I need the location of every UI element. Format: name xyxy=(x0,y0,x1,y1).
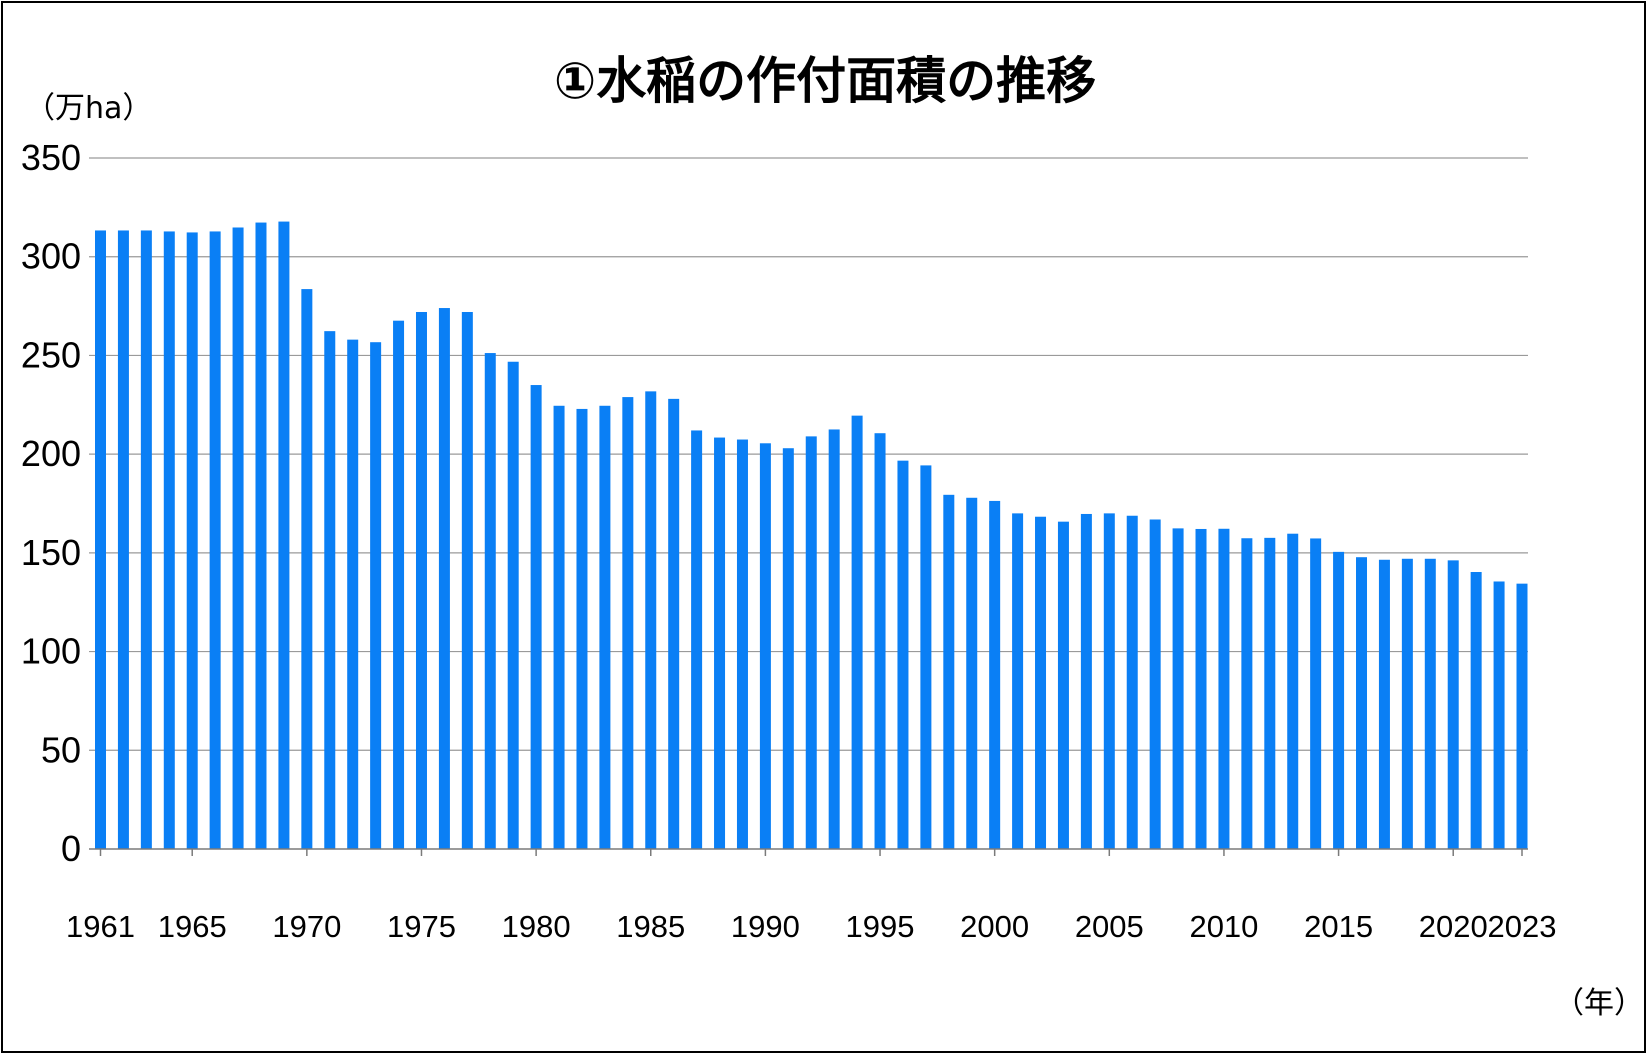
bar-1987 xyxy=(691,430,703,849)
bar-1975 xyxy=(415,311,427,850)
bar-1971 xyxy=(324,331,336,849)
y-tick-label: 0 xyxy=(61,828,81,869)
bar-2015 xyxy=(1333,551,1345,849)
bar-1985 xyxy=(645,391,657,849)
bar-2005 xyxy=(1103,513,1115,849)
y-tick-label: 200 xyxy=(21,433,81,474)
bar-1970 xyxy=(301,289,313,850)
x-axis-unit-label: （年） xyxy=(1554,986,1644,1021)
bar-1966 xyxy=(209,231,221,850)
bar-1969 xyxy=(278,221,290,849)
x-tick-label-1961: 1961 xyxy=(66,909,135,944)
x-tick-label-2005: 2005 xyxy=(1075,909,1144,944)
bar-2009 xyxy=(1195,528,1207,849)
bar-2011 xyxy=(1241,538,1253,849)
y-tick-label: 150 xyxy=(21,532,81,573)
bar-2002 xyxy=(1035,516,1047,849)
bar-2023 xyxy=(1516,583,1528,849)
bar-2016 xyxy=(1356,557,1368,849)
bar-2014 xyxy=(1310,538,1322,849)
bar-1977 xyxy=(461,311,473,850)
bar-1996 xyxy=(897,460,909,849)
x-tick-label-1975: 1975 xyxy=(387,909,456,944)
x-axis xyxy=(89,848,1528,856)
bar-2022 xyxy=(1493,581,1505,849)
bar-1961 xyxy=(95,230,106,849)
x-tick-label-2015: 2015 xyxy=(1304,909,1373,944)
bar-chart: ①水稲の作付面積の推移 （万ha） （年） 0 50 100 150 200 250 300… xyxy=(21,52,1644,1021)
bar-1990 xyxy=(759,443,771,849)
bar-1982 xyxy=(576,408,588,849)
bar-1995 xyxy=(874,433,886,849)
bar-2006 xyxy=(1126,515,1138,849)
bar-2020 xyxy=(1447,560,1459,849)
bar-1979 xyxy=(507,361,519,849)
bar-2017 xyxy=(1378,559,1390,849)
bar-1983 xyxy=(599,405,611,849)
bar-1976 xyxy=(438,308,450,849)
bar-1978 xyxy=(484,353,496,849)
x-tick-label-2000: 2000 xyxy=(960,909,1029,944)
bar-1988 xyxy=(714,437,726,849)
bar-2008 xyxy=(1172,528,1184,849)
y-tick-label: 250 xyxy=(21,334,81,375)
y-tick-label: 50 xyxy=(41,729,81,770)
bar-1998 xyxy=(943,494,955,849)
x-tick-label-2020: 2020 xyxy=(1419,909,1488,944)
x-tick-label-1985: 1985 xyxy=(616,909,685,944)
chart-title: ①水稲の作付面積の推移 xyxy=(554,52,1096,110)
x-tick-label-1990: 1990 xyxy=(731,909,800,944)
x-tick-label-2023: 2023 xyxy=(1488,909,1557,944)
bar-2019 xyxy=(1424,558,1436,849)
bar-1999 xyxy=(966,497,978,849)
x-tick-label-1965: 1965 xyxy=(158,909,227,944)
bar-1964 xyxy=(163,231,175,850)
y-tick-label: 350 xyxy=(21,137,81,178)
x-tick-label-1980: 1980 xyxy=(502,909,571,944)
y-tick-label: 100 xyxy=(21,631,81,672)
bar-2001 xyxy=(1012,513,1024,849)
bar-2012 xyxy=(1264,537,1276,849)
bar-1986 xyxy=(668,398,680,849)
bar-2013 xyxy=(1287,533,1299,849)
bar-2003 xyxy=(1057,521,1069,849)
bars xyxy=(95,221,1528,850)
bar-1963 xyxy=(140,230,152,849)
x-axis-tick-labels: 1961 1965 1970 1975 1980 1985 1990 1995 2000 2005… xyxy=(66,909,1556,944)
bar-1981 xyxy=(553,405,565,849)
bar-2010 xyxy=(1218,528,1230,849)
x-tick-label-2010: 2010 xyxy=(1189,909,1258,944)
bar-1993 xyxy=(828,429,840,849)
bar-1984 xyxy=(622,397,634,849)
bar-1997 xyxy=(920,465,932,849)
x-tick-label-1970: 1970 xyxy=(272,909,341,944)
bar-1991 xyxy=(782,448,794,849)
y-axis-tick-labels: 0 50 100 150 200 250 300 350 xyxy=(21,137,81,869)
bar-1989 xyxy=(736,439,748,849)
bar-1980 xyxy=(530,385,542,849)
bar-1972 xyxy=(347,339,359,849)
bar-2007 xyxy=(1149,519,1161,849)
bar-1968 xyxy=(255,222,267,849)
x-tick-label-1995: 1995 xyxy=(846,909,915,944)
bar-1962 xyxy=(117,230,129,849)
bar-2018 xyxy=(1401,558,1413,849)
bar-1965 xyxy=(186,232,198,850)
y-axis-unit-label: （万ha） xyxy=(25,91,152,126)
bar-1994 xyxy=(851,415,863,849)
bar-1974 xyxy=(393,320,405,849)
bar-1967 xyxy=(232,227,244,849)
bar-2004 xyxy=(1080,513,1092,849)
y-tick-label: 300 xyxy=(21,236,81,277)
bar-1992 xyxy=(805,436,817,849)
bar-1973 xyxy=(370,342,382,849)
bar-2000 xyxy=(989,500,1001,849)
bar-2021 xyxy=(1470,572,1482,849)
